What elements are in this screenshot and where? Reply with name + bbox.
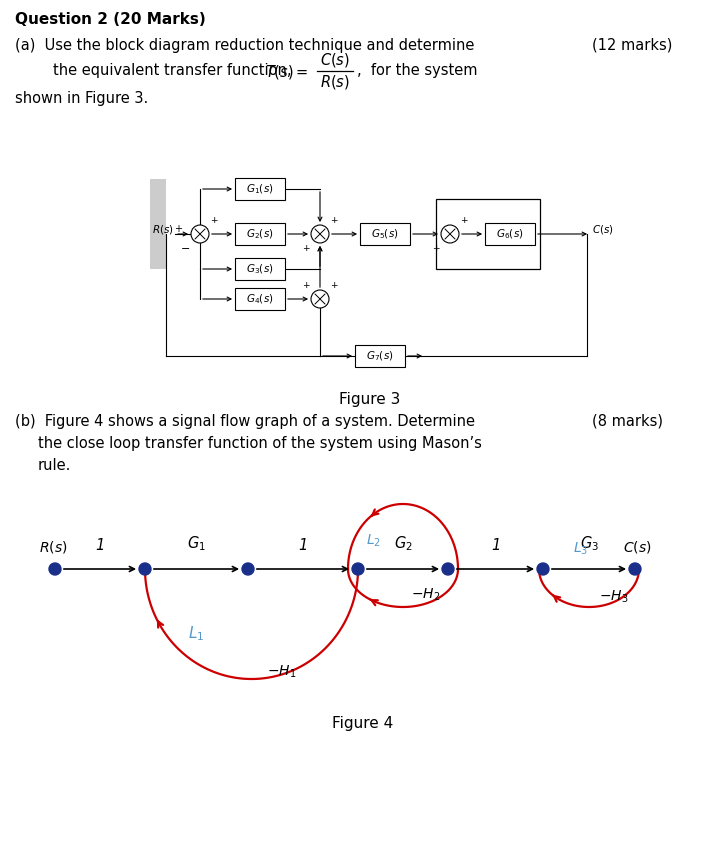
Text: $C(s)$: $C(s)$ [592,224,614,237]
Text: rule.: rule. [38,458,71,473]
Text: +: + [330,281,337,290]
Text: +: + [174,224,182,234]
Circle shape [442,563,454,575]
Circle shape [242,563,254,575]
Text: $G_2(s)$: $G_2(s)$ [246,227,274,241]
Text: $R(s)$: $R(s)$ [152,224,174,237]
Text: −: − [180,244,190,254]
Text: Question 2 (20 Marks): Question 2 (20 Marks) [15,12,206,27]
Text: the close loop transfer function of the system using Mason’s: the close loop transfer function of the … [38,436,482,451]
Text: 1: 1 [95,538,105,553]
Circle shape [311,290,329,308]
Text: $G_2$: $G_2$ [393,534,412,553]
Text: $C(s)$: $C(s)$ [320,51,350,69]
Text: the equivalent transfer function,: the equivalent transfer function, [53,63,301,78]
FancyBboxPatch shape [235,223,285,245]
Text: +: + [302,281,310,290]
Circle shape [311,225,329,243]
Text: (b)  Figure 4 shows a signal flow graph of a system. Determine: (b) Figure 4 shows a signal flow graph o… [15,414,475,429]
Circle shape [629,563,641,575]
Circle shape [49,563,61,575]
FancyBboxPatch shape [235,178,285,200]
Text: $C(s)$: $C(s)$ [623,539,651,555]
FancyBboxPatch shape [235,288,285,310]
Text: $-H_3$: $-H_3$ [599,589,628,606]
Text: +: + [302,244,310,253]
FancyBboxPatch shape [150,179,166,269]
Text: $G_5(s)$: $G_5(s)$ [371,227,399,241]
Text: $-H_2$: $-H_2$ [411,587,441,603]
Text: $L_2$: $L_2$ [366,532,381,549]
Text: $-H_1$: $-H_1$ [267,664,296,681]
Text: $R(s)$: $R(s)$ [39,539,67,555]
Text: $G_4(s)$: $G_4(s)$ [246,292,274,306]
Text: $G_7(s)$: $G_7(s)$ [366,349,394,363]
Text: $L_3$: $L_3$ [574,541,589,557]
Text: Figure 3: Figure 3 [340,392,401,407]
Text: ,  for the system: , for the system [357,63,478,78]
Text: $G_6(s)$: $G_6(s)$ [497,227,523,241]
Text: +: + [433,244,440,253]
Text: (8 marks): (8 marks) [592,414,663,429]
Text: (12 marks): (12 marks) [592,38,672,53]
Text: +: + [460,216,467,225]
Text: $L_1$: $L_1$ [188,624,204,643]
Text: $G_3(s)$: $G_3(s)$ [246,262,274,276]
Text: +: + [330,216,337,225]
Text: $G_1$: $G_1$ [187,534,206,553]
Text: 1: 1 [491,538,500,553]
FancyBboxPatch shape [235,258,285,280]
Text: 1: 1 [298,538,308,553]
Text: $G_3$: $G_3$ [579,534,598,553]
Text: (a)  Use the block diagram reduction technique and determine: (a) Use the block diagram reduction tech… [15,38,475,53]
FancyBboxPatch shape [485,223,535,245]
Circle shape [352,563,364,575]
Text: Figure 4: Figure 4 [332,716,393,731]
Text: +: + [210,216,217,225]
Circle shape [139,563,151,575]
Text: $T(s)=$: $T(s)=$ [265,63,308,81]
Text: shown in Figure 3.: shown in Figure 3. [15,91,148,106]
Circle shape [537,563,549,575]
Circle shape [441,225,459,243]
FancyBboxPatch shape [355,345,405,367]
Circle shape [191,225,209,243]
FancyBboxPatch shape [360,223,410,245]
Text: $G_1(s)$: $G_1(s)$ [246,182,274,196]
Text: $R(s)$: $R(s)$ [320,73,350,91]
